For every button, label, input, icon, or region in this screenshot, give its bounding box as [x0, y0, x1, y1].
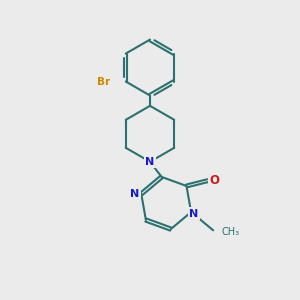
- Text: CH₃: CH₃: [221, 227, 239, 237]
- Text: Br: Br: [97, 76, 110, 86]
- Text: O: O: [209, 174, 219, 187]
- Text: N: N: [130, 189, 140, 199]
- Text: N: N: [146, 157, 154, 167]
- Text: N: N: [189, 208, 199, 218]
